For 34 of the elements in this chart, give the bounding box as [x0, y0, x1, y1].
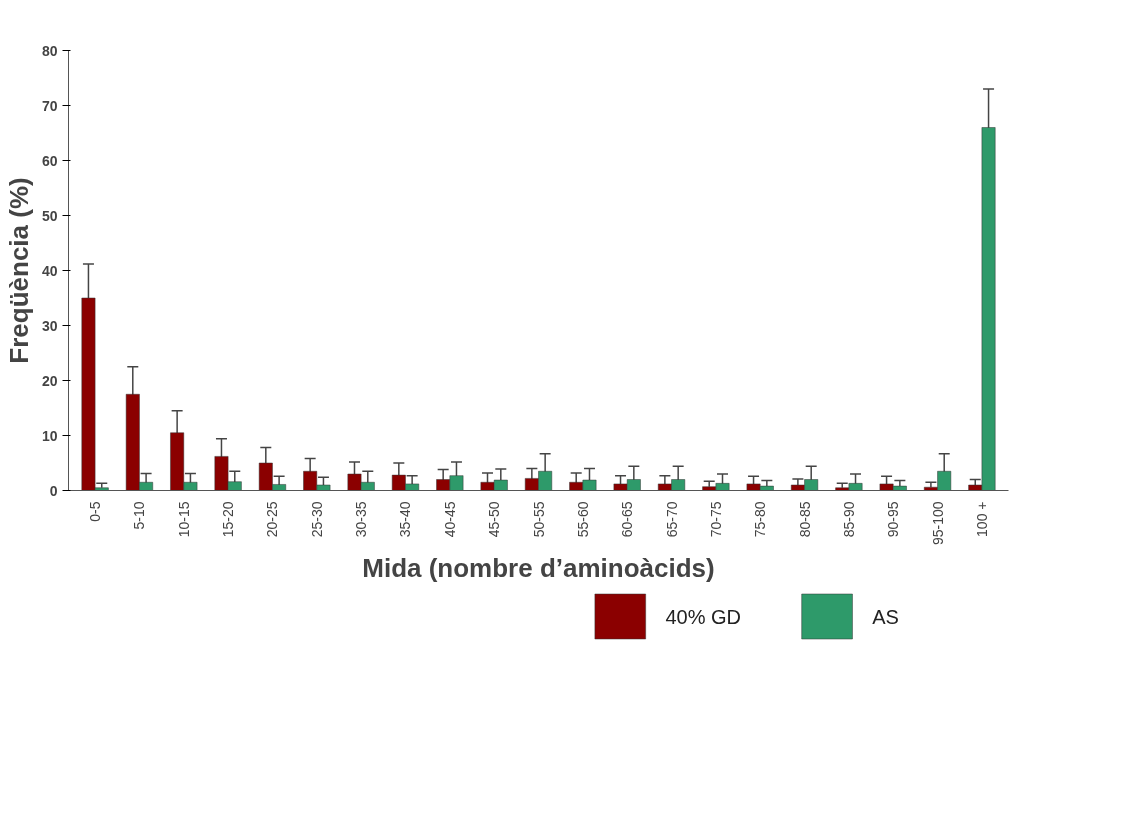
y-axis-title: Freqüència (%) [3, 177, 34, 364]
x-tick-label: 5-10 [131, 501, 148, 530]
y-tick-label: 0 [49, 482, 58, 499]
x-tick-label: 65-70 [663, 501, 680, 538]
x-tick-label: 40-45 [441, 501, 458, 538]
legend-label: AS [872, 605, 899, 628]
y-tick-label: 10 [41, 427, 58, 444]
x-tick-label: 50-55 [530, 501, 547, 538]
y-tick-label: 80 [41, 42, 58, 59]
x-tick-label: 0-5 [87, 501, 104, 522]
x-tick-label: 95-100 [929, 501, 946, 546]
x-tick-label: 80-85 [796, 501, 813, 538]
x-tick-label: 45-50 [486, 501, 503, 538]
x-tick-label: 55-60 [574, 501, 591, 538]
y-tick-label: 30 [41, 317, 58, 334]
x-tick-label: 70-75 [707, 501, 724, 538]
y-tick-label: 40 [41, 262, 58, 279]
y-tick-label: 60 [41, 152, 58, 169]
x-tick-label: 100 + [973, 501, 990, 537]
legend-label: 40% GD [665, 605, 741, 628]
x-axis-title: Mida (nombre d’aminoàcids) [362, 553, 715, 584]
x-tick-label: 15-20 [220, 501, 237, 538]
y-tick-label: 20 [41, 372, 58, 389]
x-tick-label: 20-25 [264, 501, 281, 538]
y-tick-label: 50 [41, 207, 58, 224]
x-tick-label: 85-90 [840, 501, 857, 538]
x-tick-label: 60-65 [619, 501, 636, 538]
x-tick-label: 10-15 [175, 501, 192, 538]
y-tick-label: 70 [41, 97, 58, 114]
x-tick-label: 75-80 [752, 501, 769, 538]
x-tick-label: 35-40 [397, 501, 414, 538]
x-tick-label: 90-95 [885, 501, 902, 538]
x-tick-label: 30-35 [353, 501, 370, 538]
x-tick-label: 25-30 [308, 501, 325, 538]
